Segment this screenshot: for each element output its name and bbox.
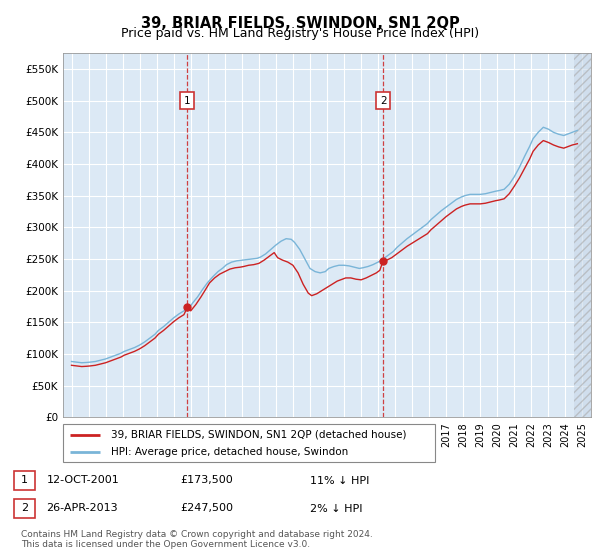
Text: Price paid vs. HM Land Registry's House Price Index (HPI): Price paid vs. HM Land Registry's House … [121, 27, 479, 40]
Text: 2: 2 [21, 503, 28, 514]
Text: HPI: Average price, detached house, Swindon: HPI: Average price, detached house, Swin… [112, 447, 349, 457]
Text: Contains HM Land Registry data © Crown copyright and database right 2024.
This d: Contains HM Land Registry data © Crown c… [21, 530, 373, 549]
Text: 2: 2 [380, 96, 386, 106]
Text: 2% ↓ HPI: 2% ↓ HPI [310, 503, 362, 514]
Text: 39, BRIAR FIELDS, SWINDON, SN1 2QP: 39, BRIAR FIELDS, SWINDON, SN1 2QP [140, 16, 460, 31]
Text: 39, BRIAR FIELDS, SWINDON, SN1 2QP (detached house): 39, BRIAR FIELDS, SWINDON, SN1 2QP (deta… [112, 430, 407, 440]
Text: £173,500: £173,500 [180, 475, 233, 486]
Text: 1: 1 [184, 96, 191, 106]
Text: £247,500: £247,500 [180, 503, 233, 514]
Text: 11% ↓ HPI: 11% ↓ HPI [310, 475, 369, 486]
Bar [14, 498, 35, 519]
Text: 26-APR-2013: 26-APR-2013 [47, 503, 118, 514]
Bar [14, 470, 35, 491]
Text: 1: 1 [21, 475, 28, 486]
Text: 12-OCT-2001: 12-OCT-2001 [47, 475, 119, 486]
Bar [574, 53, 591, 417]
